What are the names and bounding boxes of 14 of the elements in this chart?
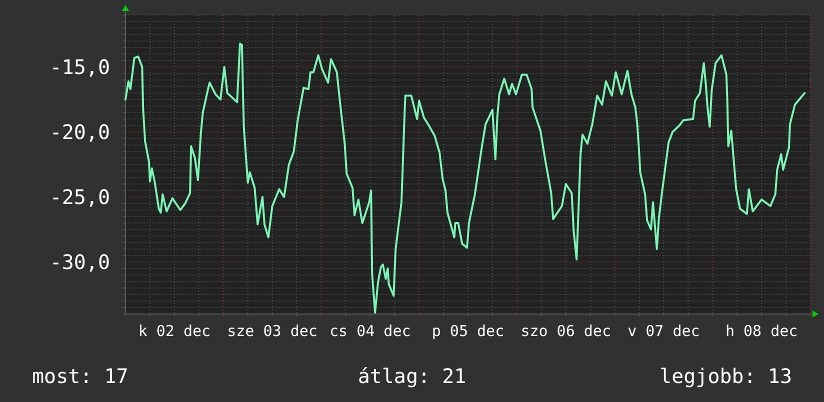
x-tick-label: cs 04 dec [330,322,411,340]
text: legjobb: 13 [660,364,792,388]
y-tick-label: -20,0 [50,120,110,144]
y-tick-label: -15,0 [50,55,110,80]
x-tick-label: k 02 dec [138,322,211,340]
x-tick-label: v 07 dec [628,322,700,340]
x-tick-label: szo 06 dec [520,322,612,340]
text: most: 17 [32,364,128,388]
text: átlag: 21 [358,364,466,388]
y-tick-label: -30,0 [50,250,110,274]
x-tick-label: sze 03 dec [227,322,318,340]
y-tick-label: -25,0 [50,185,110,210]
x-tick-label: p 05 dec [432,322,504,340]
x-tick-label: h 08 dec [725,322,798,340]
